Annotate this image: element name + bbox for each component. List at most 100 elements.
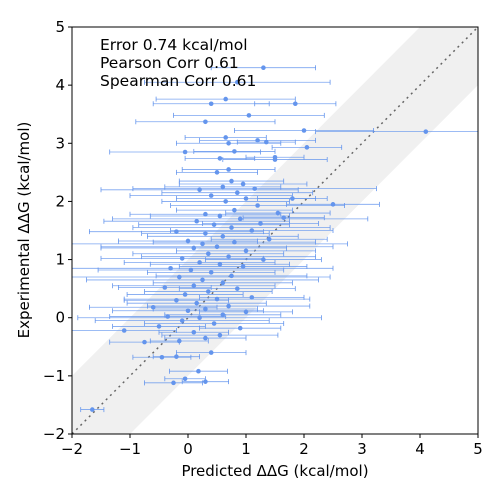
data-point bbox=[179, 318, 185, 323]
data-point bbox=[203, 211, 208, 217]
data-point bbox=[275, 210, 281, 216]
data-point bbox=[211, 321, 217, 326]
data-point bbox=[281, 215, 287, 221]
data-point bbox=[226, 167, 231, 172]
data-point bbox=[208, 193, 214, 198]
data-point bbox=[185, 238, 191, 244]
data-point bbox=[196, 368, 201, 374]
y-tick-label: 0 bbox=[55, 309, 65, 327]
data-point bbox=[208, 350, 214, 355]
data-point bbox=[174, 297, 179, 303]
data-point bbox=[243, 248, 249, 254]
y-tick-label: −1 bbox=[43, 367, 65, 385]
data-point bbox=[194, 300, 199, 306]
data-point bbox=[162, 285, 168, 290]
data-point bbox=[246, 113, 252, 118]
data-point bbox=[159, 354, 165, 360]
y-tick-label: 3 bbox=[55, 134, 65, 152]
data-point bbox=[121, 328, 127, 333]
data-point bbox=[217, 213, 223, 219]
data-point bbox=[235, 79, 240, 85]
data-point bbox=[171, 380, 176, 386]
data-point bbox=[252, 186, 257, 191]
x-tick-label: 3 bbox=[357, 440, 367, 458]
y-tick-label: 4 bbox=[55, 76, 65, 94]
data-point bbox=[142, 339, 147, 345]
data-point bbox=[220, 312, 226, 318]
annotation-error: Error 0.74 kcal/mol bbox=[100, 36, 248, 54]
data-point bbox=[177, 274, 182, 280]
data-point bbox=[200, 241, 205, 247]
data-point bbox=[232, 207, 237, 213]
data-point bbox=[261, 65, 266, 70]
data-point bbox=[226, 140, 231, 146]
data-point bbox=[423, 129, 429, 134]
data-point bbox=[174, 229, 179, 234]
data-point bbox=[229, 273, 234, 279]
data-point bbox=[220, 234, 226, 239]
plot-frame bbox=[71, 26, 479, 435]
x-tick-label: −2 bbox=[61, 440, 83, 458]
data-point bbox=[243, 309, 249, 315]
data-point bbox=[301, 128, 307, 133]
data-point bbox=[191, 283, 197, 289]
data-point bbox=[220, 280, 226, 286]
data-point bbox=[290, 196, 295, 201]
data-point bbox=[200, 277, 205, 283]
data-point bbox=[304, 145, 310, 150]
data-point bbox=[214, 244, 220, 250]
data-point bbox=[272, 154, 278, 160]
data-point bbox=[206, 251, 211, 257]
data-point bbox=[197, 187, 202, 193]
data-point bbox=[165, 314, 170, 319]
data-point bbox=[203, 306, 208, 312]
data-point bbox=[179, 256, 185, 261]
data-point bbox=[240, 181, 246, 187]
data-point bbox=[229, 178, 234, 184]
data-point bbox=[235, 190, 240, 196]
data-point bbox=[217, 261, 223, 267]
data-point bbox=[90, 407, 95, 412]
x-axis-ticks: −2 −1 0 1 2 3 4 5 bbox=[61, 434, 483, 458]
data-point bbox=[226, 303, 231, 309]
data-point bbox=[240, 264, 246, 269]
data-point bbox=[188, 267, 194, 273]
data-point bbox=[293, 101, 298, 107]
data-point bbox=[208, 101, 214, 107]
data-point bbox=[182, 149, 188, 155]
data-point bbox=[208, 270, 214, 275]
data-point bbox=[249, 295, 255, 300]
annotation-pearson: Pearson Corr 0.61 bbox=[100, 54, 239, 72]
data-point bbox=[258, 221, 263, 226]
y-axis-label: Experimental ΔΔG (kcal/mol) bbox=[15, 122, 33, 339]
data-point bbox=[214, 296, 220, 302]
data-point bbox=[203, 119, 208, 125]
annotation-spearman: Spearman Corr 0.61 bbox=[100, 72, 256, 90]
data-point bbox=[182, 292, 188, 297]
data-point bbox=[237, 325, 243, 331]
y-tick-label: 5 bbox=[55, 18, 65, 36]
data-point bbox=[203, 335, 208, 341]
data-point bbox=[223, 135, 228, 140]
data-point bbox=[211, 222, 217, 227]
data-point bbox=[203, 379, 208, 384]
data-point bbox=[223, 96, 228, 102]
data-point bbox=[237, 216, 243, 222]
data-point bbox=[223, 199, 228, 204]
data-point bbox=[220, 184, 226, 190]
data-point bbox=[264, 139, 269, 145]
x-tick-label: 4 bbox=[415, 440, 425, 458]
data-point bbox=[203, 231, 208, 236]
data-point bbox=[182, 376, 188, 382]
data-point bbox=[229, 225, 234, 230]
data-point bbox=[232, 239, 237, 245]
data-point bbox=[232, 149, 237, 154]
data-point bbox=[226, 254, 231, 259]
data-point bbox=[249, 228, 255, 233]
data-point bbox=[191, 245, 197, 251]
x-tick-label: −1 bbox=[119, 440, 141, 458]
data-point bbox=[197, 315, 202, 321]
y-tick-label: 2 bbox=[55, 192, 65, 210]
data-point bbox=[217, 332, 223, 338]
